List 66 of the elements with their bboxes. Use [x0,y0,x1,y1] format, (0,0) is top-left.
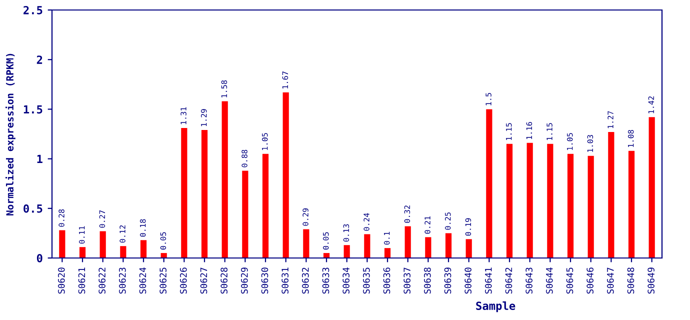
x-tick-label: S0635 [362,268,370,294]
x-tick-label: S0633 [322,268,330,294]
bar [506,144,513,258]
bar [201,130,208,258]
bar [79,247,86,258]
bar [466,239,472,258]
x-tick-label: S0649 [648,268,654,294]
x-tick-label: S0645 [566,268,574,294]
bar [120,246,126,258]
y-axis-title: Normalized expression (RPKM) [5,54,16,216]
x-tick-label: S0639 [444,268,452,294]
x-tick-label: S0632 [302,268,309,294]
x-tick-label: S0630 [261,268,268,294]
bar [547,144,554,258]
bar [100,231,106,258]
x-tick-label: S0637 [404,268,410,294]
bar [262,154,269,258]
x-tick-label: S0623 [118,268,126,294]
bar [242,170,248,258]
bar [303,229,310,258]
x-tick-label: S0643 [526,268,532,294]
x-tick-label: S0631 [282,268,288,294]
bar [526,142,533,258]
bar [608,132,614,258]
y-tick-label: 2.5 [24,6,42,14]
bar [140,240,147,258]
bar [59,230,66,258]
x-tick-label: S0647 [606,268,614,294]
y-tick-label: 0 [36,254,42,262]
x-tick-label: S0626 [180,268,187,294]
x-tick-label: S0629 [240,268,248,294]
bar [222,101,228,258]
y-tick-label: 2 [36,56,42,64]
x-tick-label: S0636 [383,268,390,294]
bar [344,245,350,258]
x-tick-label: S0628 [220,268,228,294]
bar [404,226,411,258]
x-tick-label: S0622 [98,268,106,294]
bar [181,128,188,258]
x-tick-label: S0641 [484,268,492,294]
x-tick-label: S0638 [424,268,431,294]
x-tick-label: S0644 [546,267,553,294]
bar [628,150,635,258]
bar [425,237,432,258]
bar [364,234,370,258]
y-tick-label: 0.5 [24,204,42,213]
x-tick-label: S0621 [78,268,86,294]
x-tick-label: S0642 [505,268,512,294]
x-tick-label: S0625 [160,268,166,294]
x-tick-label: S0640 [464,268,472,294]
y-tick-label: 1.5 [24,105,42,114]
bar [567,154,574,258]
x-axis-title: Sample [476,301,516,312]
y-tick-label: 1 [37,154,42,164]
x-tick-label: S0648 [627,268,634,294]
bar [445,233,452,258]
x-tick-label: S0624 [139,267,146,294]
x-tick-label: S0627 [200,268,208,294]
x-tick-label: S0620 [58,268,65,294]
x-tick-label: S0634 [342,267,350,294]
bar [486,109,492,258]
bar [282,92,289,258]
bar [588,156,594,258]
bar [384,248,391,258]
x-tick-label: S0646 [586,268,594,294]
bar [648,117,655,258]
